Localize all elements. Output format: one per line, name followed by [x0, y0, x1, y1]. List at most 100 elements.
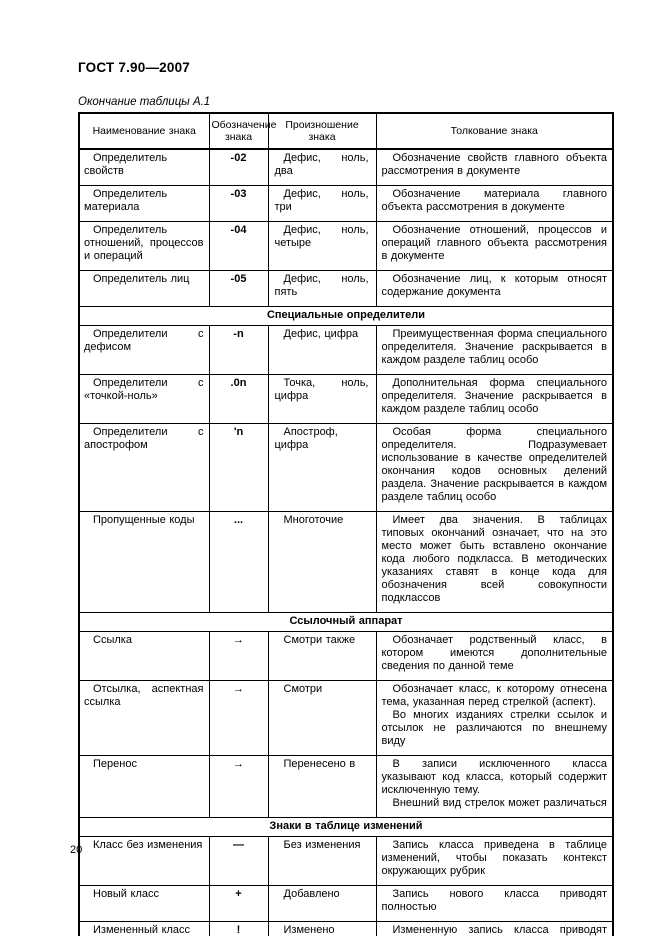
table-row: Определители с «точкой-ноль» .0n Точка, но… — [78, 374, 614, 424]
meaning-paragraph: Запись нового класса приводят полностью — [381, 888, 608, 913]
section-row: Знаки в таблице изменений — [78, 817, 614, 837]
sign-symbol-cell: -05 — [208, 270, 269, 307]
sign-pronunciation-cell: Дефис, ноль, четыре — [267, 221, 377, 271]
sign-symbol-cell: ... — [208, 511, 269, 613]
sign-name-cell: Определитель материала — [78, 185, 210, 222]
section-row: Ссылочный аппарат — [78, 612, 614, 632]
meaning-paragraph: Имеет два значения. В таблицах типовых о… — [381, 514, 608, 604]
column-header-symbol: Обозначение знака — [208, 112, 276, 150]
document-title: ГОСТ 7.90—2007 — [78, 60, 190, 75]
sign-name-cell: Отсылка, аспектная ссылка — [78, 680, 210, 756]
sign-pronunciation-cell: Без изменения — [267, 836, 377, 886]
sign-symbol-cell: -02 — [208, 148, 269, 186]
sign-pronunciation-cell: Апостроф, цифра — [267, 423, 377, 512]
table-row: Ссылка → Смотри также Обозначает родственны… — [78, 631, 614, 681]
sign-pronunciation-cell: Смотри также — [267, 631, 377, 681]
meaning-paragraph: Обозначает родственный класс, в котором … — [381, 634, 608, 672]
sign-pronunciation-cell: Дефис, ноль, пять — [267, 270, 377, 307]
sign-name-cell: Ссылка — [78, 631, 210, 681]
sign-name-cell: Определители с «точкой-ноль» — [78, 374, 210, 424]
sign-name-cell: Определитель свойств — [78, 148, 210, 186]
sign-pronunciation-cell: Многоточие — [267, 511, 377, 613]
table-row: Пропущенные коды... Многоточие Имеет два з… — [78, 511, 614, 613]
sign-name-cell: Пропущенные коды — [78, 511, 210, 613]
sign-pronunciation-cell: Изменено — [267, 921, 377, 936]
table-row: Отсылка, аспектная ссылка → Смотри Обознача… — [78, 680, 614, 756]
table-row: Определитель отношений, процессов и опер… — [78, 221, 614, 271]
sign-name-cell: Класс без изменения — [78, 836, 210, 886]
header-row: Наименование знака Обозначение знака Про… — [78, 112, 614, 150]
sign-meaning-cell: Запись нового класса приводят полностью — [375, 885, 614, 922]
signs-table-body: Определитель свойств -02 Дефис, ноль, два О… — [78, 148, 614, 936]
sign-symbol-cell: .0n — [208, 374, 269, 424]
table-row: Класс без изменения — Без изменения Запись … — [78, 836, 614, 886]
meaning-paragraph: Преимущественная форма специального опре… — [381, 328, 608, 366]
sign-symbol-cell: → — [208, 680, 269, 756]
meaning-paragraph: Обозначает класс, к которому отнесена те… — [381, 683, 608, 708]
sign-name-cell: Перенос — [78, 755, 210, 818]
table-caption: Окончание таблицы А.1 — [78, 96, 211, 108]
signs-table-header: Наименование знака Обозначение знака Про… — [78, 112, 614, 150]
sign-meaning-cell: Обозначение материала главного объекта р… — [375, 185, 614, 222]
sign-name-cell: Определители с дефисом — [78, 325, 210, 375]
sign-symbol-cell: -03 — [208, 185, 269, 222]
meaning-paragraph: Особая форма специального определителя. … — [381, 426, 608, 503]
table-row: Определители с апострофом'n Апостроф, циф… — [78, 423, 614, 512]
sign-meaning-cell: Обозначение свойств главного объекта рас… — [375, 148, 614, 186]
sign-meaning-cell: Особая форма специального определителя. … — [375, 423, 614, 512]
signs-table: Наименование знака Обозначение знака Про… — [78, 112, 614, 936]
sign-meaning-cell: Обозначение лиц, к которым относят содер… — [375, 270, 614, 307]
table-row: Определитель материала -03 Дефис, ноль, тр… — [78, 185, 614, 222]
sign-meaning-cell: Обозначает родственный класс, в котором … — [375, 631, 614, 681]
sign-pronunciation-cell: Дефис, ноль, три — [267, 185, 377, 222]
section-label: Специальные определители — [78, 306, 614, 326]
sign-symbol-cell: -04 — [208, 221, 269, 271]
sign-pronunciation-cell: Точка, ноль, цифра — [267, 374, 377, 424]
meaning-paragraph: Дополнительная форма специального опреде… — [381, 377, 608, 415]
sign-meaning-cell: Имеет два значения. В таблицах типовых о… — [375, 511, 614, 613]
sign-symbol-cell: ! — [208, 921, 269, 936]
sign-symbol-cell: — — [208, 836, 269, 886]
sign-symbol-cell: + — [208, 885, 269, 922]
table-row: Измененный класс! Изменено Измененную запи… — [78, 921, 614, 936]
sign-pronunciation-cell: Дефис, цифра — [267, 325, 377, 375]
sign-pronunciation-cell: Дефис, ноль, два — [267, 148, 377, 186]
meaning-paragraph: Обозначение материала главного объекта р… — [381, 188, 608, 213]
meaning-paragraph: Внешний вид стрелок может различаться — [392, 797, 607, 809]
sign-name-cell: Измененный класс — [78, 921, 210, 936]
sign-meaning-cell: Запись класса приведена в таблице измене… — [375, 836, 614, 886]
sign-name-cell: Определитель отношений, процессов и опер… — [78, 221, 210, 271]
page-number: 20 — [70, 844, 83, 856]
section-label: Ссылочный аппарат — [78, 612, 614, 632]
sign-pronunciation-cell: Смотри — [267, 680, 377, 756]
sign-meaning-cell: В записи исключенного класса указывают к… — [375, 755, 614, 818]
sign-meaning-cell: Обозначает класс, к которому отнесена те… — [375, 680, 614, 756]
sign-meaning-cell: Измененную запись класса приводят полнос… — [375, 921, 614, 936]
meaning-paragraph: Измененную запись класса приводят полнос… — [392, 924, 608, 936]
meaning-paragraph: Запись класса приведена в таблице измене… — [381, 839, 608, 877]
sign-meaning-cell: Преимущественная форма специального опре… — [375, 325, 614, 375]
column-header-meaning: Толкование знака — [375, 112, 614, 150]
table-row: Новый класс + Добавлено Запись нового класс… — [78, 885, 614, 922]
sign-name-cell: Определители с апострофом — [78, 423, 210, 512]
sign-meaning-cell: Обозначение отношений, процессов и опера… — [375, 221, 614, 271]
sign-symbol-cell: → — [208, 631, 269, 681]
section-label: Знаки в таблице изменений — [78, 817, 614, 837]
sign-pronunciation-cell: Перенесено в — [267, 755, 377, 818]
table-row: Определитель свойств -02 Дефис, ноль, два О… — [78, 148, 614, 186]
sign-name-cell: Определитель лиц — [78, 270, 210, 307]
meaning-paragraph: Обозначение свойств главного объекта рас… — [381, 152, 608, 177]
sign-pronunciation-cell: Добавлено — [267, 885, 377, 922]
meaning-paragraph: Обозначение лиц, к которым относят содер… — [381, 273, 608, 298]
sign-symbol-cell: -n — [208, 325, 269, 375]
sign-name-cell: Новый класс — [78, 885, 210, 922]
table-row: Определители с дефисом -n Дефис, цифра Преи… — [78, 325, 614, 375]
meaning-paragraph: Во многих изданиях стрелки ссылок и отсы… — [381, 709, 608, 747]
section-row: Специальные определители — [78, 306, 614, 326]
meaning-paragraph: В записи исключенного класса указывают к… — [381, 758, 608, 796]
table-row: Определитель лиц -05 Дефис, ноль, пять Обоз… — [78, 270, 614, 307]
column-header-name: Наименование знака — [78, 112, 210, 150]
sign-symbol-cell: 'n — [208, 423, 269, 512]
